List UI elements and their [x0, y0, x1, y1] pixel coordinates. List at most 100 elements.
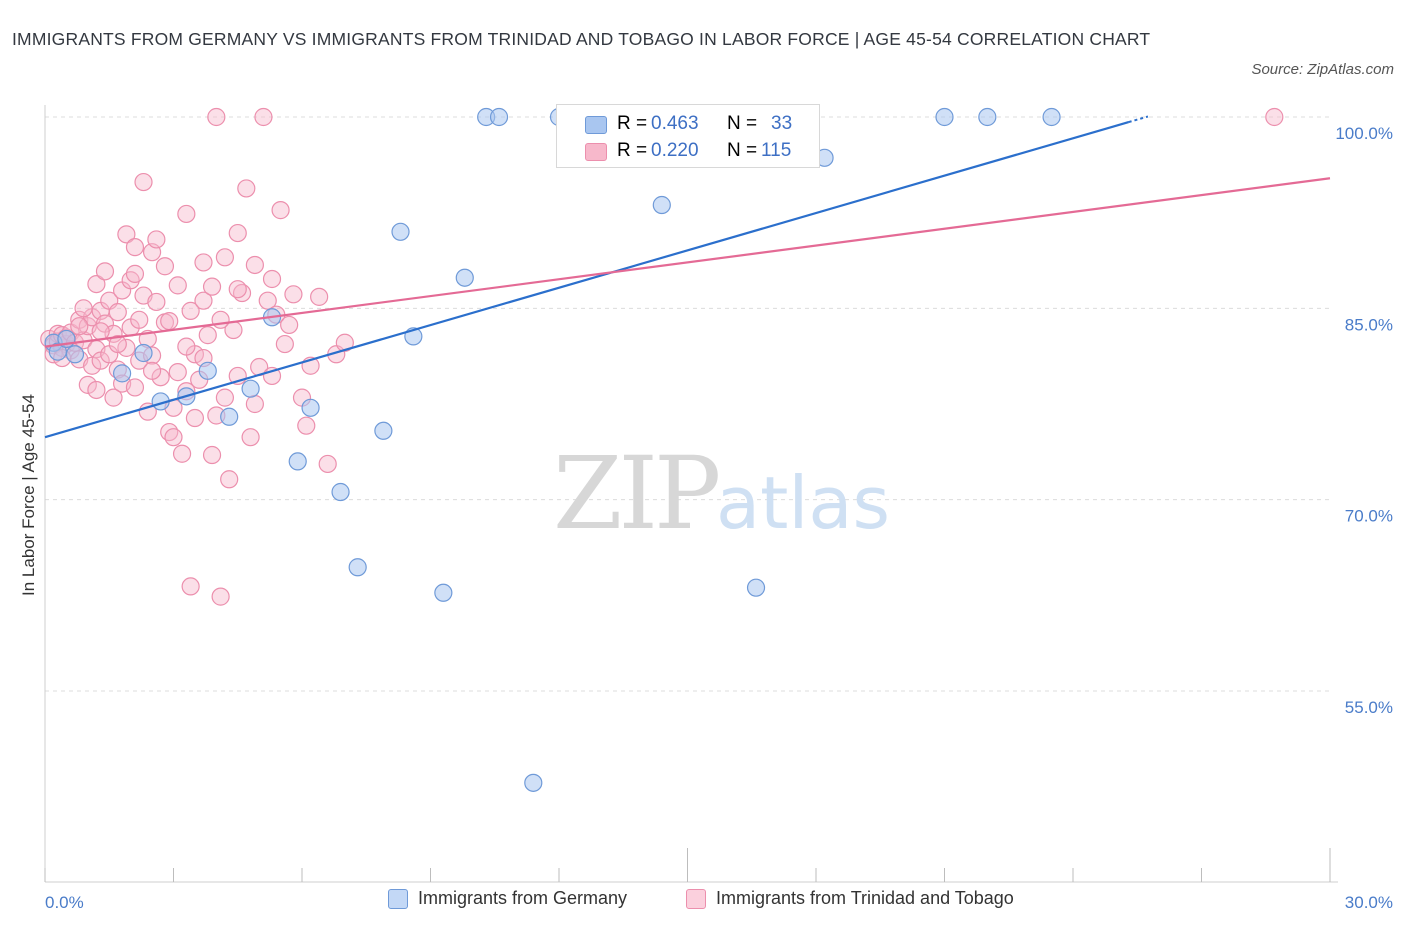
- data-point-pink-114: [1265, 107, 1284, 127]
- data-point-pink-89: [275, 334, 294, 354]
- data-point-pink-65: [194, 291, 213, 310]
- data-point-pink-56: [168, 276, 187, 295]
- data-point-pink-106: [228, 280, 247, 299]
- y-tick-label-1: 85.0%: [1345, 315, 1393, 334]
- data-point-pink-102: [160, 311, 179, 331]
- data-point-pink-23: [95, 262, 115, 281]
- data-point-blue-32: [1042, 107, 1061, 127]
- y-axis-title: In Labor Force | Age 45-54: [19, 394, 38, 596]
- data-point-pink-75: [220, 470, 239, 489]
- watermark-atlas: atlas: [716, 461, 890, 545]
- data-point-pink-74: [215, 388, 234, 407]
- data-point-pink-82: [245, 255, 264, 275]
- y-tick-label-3: 55.0%: [1345, 698, 1393, 717]
- data-point-pink-100: [125, 264, 145, 283]
- data-point-pink-108: [262, 269, 282, 289]
- data-point-pink-80: [237, 179, 256, 198]
- trend-line-blue-extension: [1128, 115, 1149, 124]
- data-point-pink-69: [202, 277, 222, 296]
- data-point-pink-27: [104, 388, 123, 407]
- data-point-pink-73: [215, 248, 234, 267]
- data-point-blue-14: [331, 482, 350, 502]
- stats-trinidad-r-value: 0.220: [651, 140, 699, 161]
- legend-trinidad-swatch: [686, 888, 706, 909]
- data-point-blue-3: [65, 345, 85, 364]
- data-point-pink-113: [87, 380, 106, 400]
- data-point-pink-84: [254, 107, 273, 127]
- data-point-pink-105: [211, 310, 230, 329]
- stats-germany-r-label: R =: [617, 113, 648, 134]
- data-point-pink-61: [181, 577, 200, 596]
- source-note: Source: ZipAtlas.com: [1251, 61, 1394, 78]
- data-point-pink-38: [125, 238, 145, 257]
- data-point-blue-26: [652, 195, 671, 215]
- data-point-pink-47: [147, 292, 166, 312]
- data-point-pink-109: [280, 315, 299, 335]
- data-point-blue-15: [348, 558, 367, 577]
- data-point-pink-88: [271, 201, 290, 220]
- data-point-pink-57: [172, 444, 192, 463]
- data-point-pink-55: [168, 363, 187, 382]
- data-point-pink-103: [177, 337, 196, 356]
- data-point-blue-16: [374, 421, 393, 440]
- data-point-pink-63: [185, 408, 205, 428]
- data-point-pink-51: [155, 257, 175, 276]
- x-tick-labels: 0.0% 30.0%: [45, 893, 1393, 912]
- trend-line-blue: [44, 121, 1129, 439]
- data-point-blue-20: [455, 268, 474, 287]
- y-tick-labels: 100.0% 85.0% 70.0% 55.0%: [1335, 124, 1393, 717]
- data-point-blue-31: [978, 107, 997, 127]
- stats-trinidad-n-label: N =: [727, 140, 758, 161]
- data-point-pink-37: [125, 378, 145, 397]
- data-point-pink-107: [245, 394, 264, 414]
- data-point-pink-99: [108, 334, 127, 354]
- data-point-blue-4: [112, 364, 132, 383]
- legend-germany-swatch: [388, 888, 408, 909]
- data-point-pink-77: [228, 223, 247, 243]
- chart-title: IMMIGRANTS FROM GERMANY VS IMMIGRANTS FR…: [12, 29, 1151, 49]
- data-point-pink-94: [318, 454, 337, 474]
- x-tick-label-max: 30.0%: [1345, 893, 1393, 912]
- data-point-pink-110: [297, 416, 316, 435]
- data-point-pink-54: [164, 428, 183, 447]
- data-point-pink-97: [74, 299, 93, 318]
- data-point-pink-17: [83, 356, 102, 375]
- data-point-blue-17: [391, 222, 410, 241]
- y-tick-label-0: 100.0%: [1335, 124, 1393, 143]
- stats-trinidad-r-label: R =: [617, 140, 648, 161]
- data-point-pink-48: [147, 230, 166, 249]
- legend-item-germany[interactable]: Immigrants from Germany: [388, 888, 627, 909]
- data-point-pink-90: [284, 285, 303, 304]
- data-point-pink-81: [241, 428, 260, 447]
- data-point-blue-13: [301, 398, 320, 417]
- data-point-blue-23: [524, 773, 543, 792]
- data-point-blue-22: [489, 107, 509, 127]
- data-point-pink-98: [91, 322, 110, 341]
- data-point-pink-39: [130, 310, 149, 329]
- data-point-pink-41: [134, 172, 153, 192]
- stats-germany-n-value: 33: [771, 113, 793, 134]
- data-point-pink-34: [117, 225, 136, 244]
- data-point-blue-30: [935, 107, 954, 127]
- y-tick-label-2: 70.0%: [1345, 507, 1393, 526]
- data-point-blue-19: [434, 583, 453, 602]
- series-germany-points: [44, 107, 1061, 792]
- data-point-pink-101: [142, 361, 162, 380]
- legend-germany-label: Immigrants from Germany: [418, 888, 628, 908]
- trend-line-pink: [44, 177, 1331, 348]
- legend-trinidad-label: Immigrants from Trinidad and Tobago: [716, 888, 1014, 908]
- data-point-blue-10: [241, 379, 260, 398]
- data-point-blue-12: [288, 452, 307, 471]
- stats-germany-n-label: N =: [727, 113, 758, 134]
- legend-item-trinidad[interactable]: Immigrants from Trinidad and Tobago: [686, 888, 1014, 909]
- data-point-pink-15: [78, 375, 97, 394]
- data-point-pink-33: [117, 338, 136, 357]
- data-point-blue-28: [746, 578, 766, 597]
- data-point-pink-93: [310, 287, 329, 306]
- data-point-blue-8: [198, 361, 217, 380]
- data-point-pink-70: [207, 107, 226, 127]
- data-point-pink-67: [198, 326, 217, 345]
- data-point-pink-60: [181, 301, 200, 320]
- stats-germany-swatch: [585, 116, 607, 134]
- bottom-legend: Immigrants from Germany Immigrants from …: [0, 888, 1406, 918]
